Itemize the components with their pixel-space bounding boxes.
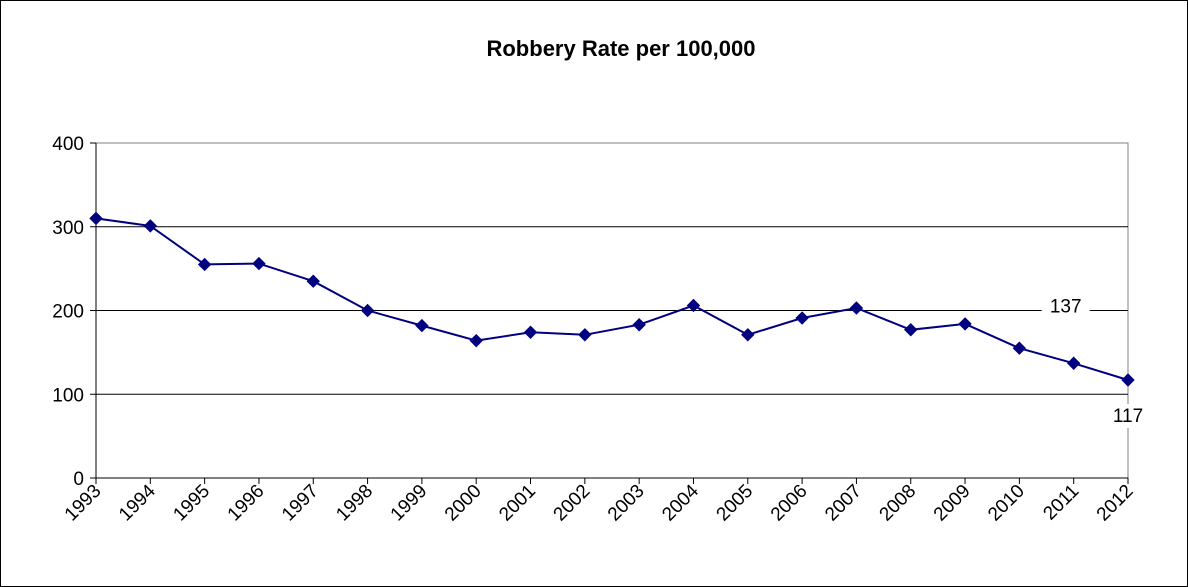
data-point-1993 — [89, 211, 103, 226]
data-labels: 137 117 — [1041, 294, 1152, 429]
x-tick-label: 2012 — [1093, 481, 1138, 526]
y-tick-label: 200 — [52, 302, 84, 323]
data-point-2008 — [904, 323, 918, 337]
data-point-1998 — [360, 303, 375, 318]
data-point-2006 — [795, 311, 809, 325]
data-point-2003 — [632, 318, 646, 332]
y-tick-label: 300 — [52, 218, 84, 239]
x-tick-label: 1997 — [278, 481, 323, 526]
x-tick-label: 2008 — [876, 481, 921, 526]
data-point-1999 — [415, 318, 429, 333]
y-tick-label: 400 — [52, 134, 84, 155]
data-point-2011 — [1066, 356, 1081, 370]
data-point-1997 — [306, 274, 320, 288]
x-tick-label: 2002 — [550, 481, 595, 526]
data-point-2002 — [578, 328, 592, 342]
data-point-1995 — [197, 257, 212, 272]
x-tick-label: 2000 — [441, 481, 486, 526]
data-point-2007 — [849, 301, 864, 315]
data-point-2000 — [469, 333, 483, 348]
x-tick-label: 2006 — [767, 481, 812, 526]
data-point-2001 — [523, 325, 538, 339]
data-point-1996 — [252, 256, 266, 271]
x-tick-label: 2003 — [604, 481, 649, 526]
x-tick-label: 2007 — [821, 481, 866, 526]
y-tick-label: 0 — [73, 469, 84, 490]
x-tick-label: 1994 — [115, 480, 160, 525]
data-label-background — [1041, 294, 1090, 319]
x-tick-label: 2009 — [930, 481, 975, 526]
series-line — [95, 217, 1129, 381]
data-point-2005 — [741, 328, 755, 342]
x-tick-label: 1995 — [169, 481, 214, 526]
data-point-1994 — [143, 219, 158, 233]
data-label-2012: 117 — [1113, 406, 1143, 427]
x-tick-label: 2005 — [713, 481, 758, 526]
x-tick-label: 2004 — [658, 480, 703, 525]
axes: 0 100 200 300 400 1993 1994 1995 1996 1997 1998 199… — [52, 134, 1137, 525]
x-tick-label: 2011 — [1039, 481, 1083, 525]
data-label-2011: 137 — [1050, 296, 1082, 317]
gridlines — [95, 142, 1129, 479]
x-tick-label: 2010 — [984, 481, 1029, 526]
y-tick-label: 100 — [52, 385, 84, 406]
data-label-background — [1104, 404, 1152, 429]
x-tick-label: 1993 — [61, 481, 106, 526]
data-series — [89, 211, 1135, 387]
data-point-2010 — [1012, 341, 1027, 355]
data-point-2009 — [958, 317, 972, 331]
x-tick-label: 1998 — [332, 481, 377, 526]
x-tick-label: 1999 — [387, 481, 432, 526]
x-tick-label: 2001 — [495, 481, 540, 526]
x-tick-label: 1996 — [224, 481, 269, 526]
data-point-2004 — [686, 298, 701, 313]
data-point-2012 — [1121, 373, 1135, 387]
chart-title: Robbery Rate per 100,000 — [486, 36, 755, 61]
